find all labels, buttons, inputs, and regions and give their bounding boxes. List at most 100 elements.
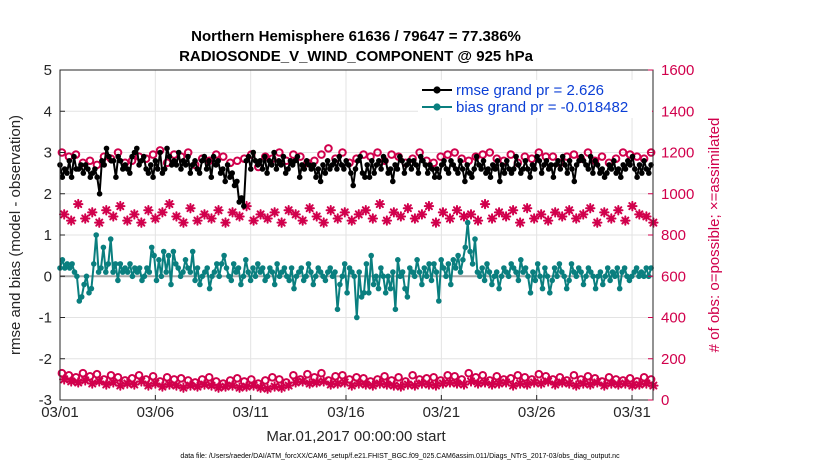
rmse-point xyxy=(455,170,461,176)
obs-assimilated-point xyxy=(599,380,610,391)
bias-point xyxy=(450,257,457,263)
obs-possible-point xyxy=(380,371,389,381)
bias-point xyxy=(551,265,558,271)
star-glyph xyxy=(269,207,280,218)
rmse-point xyxy=(85,166,91,172)
star-glyph xyxy=(248,215,259,226)
star-glyph xyxy=(108,211,119,222)
obs-assimilated-point xyxy=(634,209,645,220)
rmse-point xyxy=(578,153,585,160)
bias-point xyxy=(187,269,194,275)
rmse-point xyxy=(99,158,105,164)
obs-assimilated-point xyxy=(416,209,428,220)
obs-assimilated-point xyxy=(192,215,203,226)
obs-possible-point xyxy=(569,370,579,380)
rmse-point xyxy=(413,162,419,168)
rmse-point xyxy=(296,174,303,180)
legend-bias-marker xyxy=(433,103,441,111)
star-glyph xyxy=(458,211,470,222)
obs-assimilated-point xyxy=(641,211,652,222)
obs-assimilated-point xyxy=(213,382,224,393)
rmse-point xyxy=(61,166,68,172)
x-tick-label: 03/16 xyxy=(327,404,365,421)
obs-possible-point xyxy=(408,370,417,380)
bias-point xyxy=(590,273,596,280)
star-glyph xyxy=(325,379,336,390)
bias-point xyxy=(580,281,587,288)
rmse-point xyxy=(189,162,196,168)
star-glyph xyxy=(367,380,379,391)
rmse-point xyxy=(448,158,454,164)
bias-point xyxy=(462,244,469,251)
rmse-point xyxy=(615,166,622,172)
obs-assimilated-point xyxy=(346,380,357,391)
obs-assimilated-point xyxy=(535,209,547,220)
bias-point xyxy=(146,269,153,275)
obs-assimilated-point xyxy=(87,207,98,218)
bias-point xyxy=(547,290,553,296)
rmse-point xyxy=(646,170,652,176)
rmse-point xyxy=(199,158,205,164)
star-glyph xyxy=(528,377,540,388)
rmse-point xyxy=(157,149,163,156)
bias-point xyxy=(477,273,483,280)
bias-point xyxy=(141,273,148,280)
star-glyph xyxy=(150,213,161,224)
rmse-point xyxy=(394,166,401,172)
rmse-point xyxy=(459,166,466,172)
bias-point xyxy=(247,277,254,284)
star-glyph xyxy=(353,378,364,389)
rmse-point xyxy=(124,166,131,172)
obs-assimilated-point xyxy=(620,378,631,389)
star-glyph xyxy=(157,207,168,218)
bias-point xyxy=(527,290,534,296)
bias-point xyxy=(194,265,201,271)
rmse-point xyxy=(334,166,340,172)
rmse-point xyxy=(487,174,494,180)
obs-assimilated-point xyxy=(122,378,133,389)
y-right-tick-label: 0 xyxy=(661,392,669,409)
rmse-point xyxy=(141,153,147,160)
rmse-point xyxy=(341,166,347,172)
star-glyph xyxy=(451,205,463,216)
rmse-point xyxy=(145,170,152,176)
obs-assimilated-point xyxy=(276,217,287,228)
star-glyph xyxy=(234,211,245,222)
bias-point xyxy=(264,273,271,280)
rmse-point xyxy=(59,174,66,180)
bias-point xyxy=(595,273,601,280)
obs-assimilated-point xyxy=(549,379,561,390)
rmse-point xyxy=(604,170,610,176)
rmse-point xyxy=(373,162,380,168)
bias-point xyxy=(518,257,524,263)
bias-point xyxy=(228,277,235,284)
rmse-point xyxy=(238,195,245,201)
obs-assimilated-point xyxy=(409,213,421,224)
obs-assimilated-point xyxy=(192,381,203,392)
obs-assimilated-point xyxy=(269,207,280,218)
left-axis-ticks: -3 -2 -1 0 1 2 3 4 5 xyxy=(39,62,65,409)
obs-assimilated-point xyxy=(556,211,568,222)
rmse-point xyxy=(80,170,87,176)
rmse-point xyxy=(476,162,482,168)
rmse-point xyxy=(224,162,231,168)
obs-assimilated-point xyxy=(571,213,582,224)
star-glyph xyxy=(556,211,568,222)
bias-point xyxy=(185,265,191,271)
star-glyph xyxy=(599,380,610,391)
bias-point xyxy=(115,277,121,284)
star-glyph xyxy=(374,378,386,389)
obs-possible-point xyxy=(548,152,558,161)
star-glyph xyxy=(164,198,175,210)
rmse-point xyxy=(557,166,564,172)
bias-point xyxy=(438,257,445,263)
bias-point xyxy=(609,269,616,275)
rmse-point xyxy=(92,166,98,172)
bias-point xyxy=(515,277,522,284)
rmse-point xyxy=(252,158,259,164)
rmse-point xyxy=(629,153,636,160)
star-glyph xyxy=(585,379,596,390)
star-glyph xyxy=(199,209,210,220)
rmse-point xyxy=(313,174,319,180)
rmse-point xyxy=(94,174,100,180)
